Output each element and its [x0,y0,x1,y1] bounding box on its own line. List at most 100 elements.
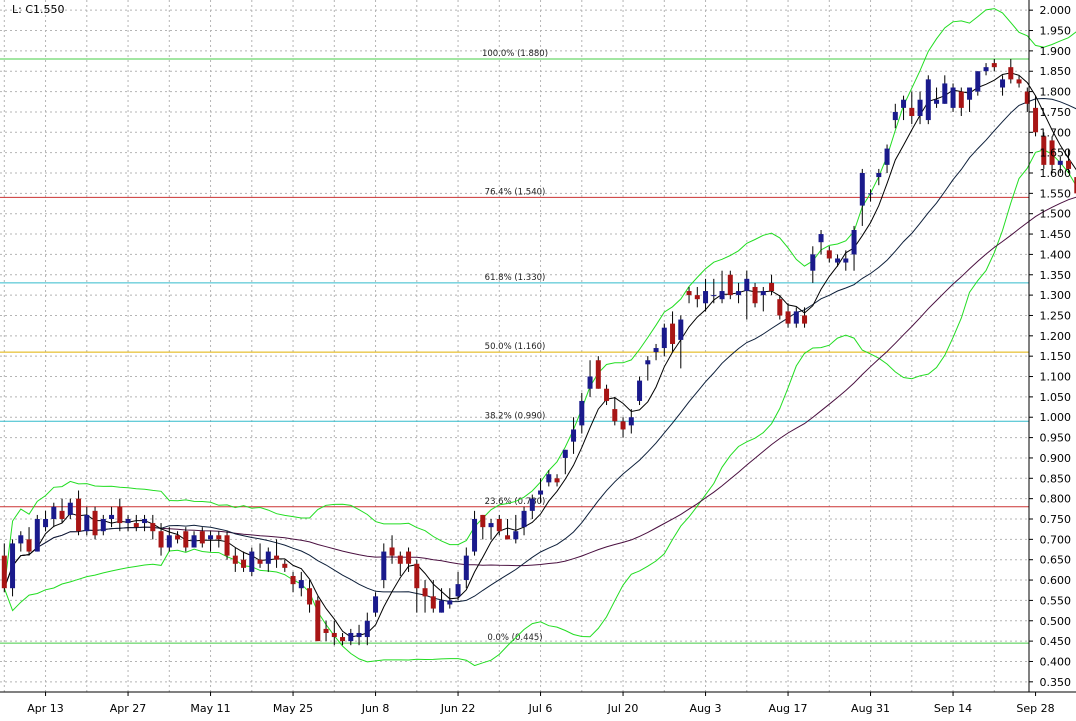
x-tick-label: Jun 8 [361,702,390,715]
candle-body [274,555,280,560]
candle-body [472,519,478,552]
candlesticks [1,59,1076,646]
candle-body [991,63,997,68]
y-tick-label: 0.950 [1040,432,1072,445]
y-tick-label: 1.100 [1040,371,1072,384]
y-tick-label: 1.200 [1040,330,1072,343]
candle-body [901,99,907,108]
candle-body [224,535,230,556]
candle-body [703,291,709,304]
candle-body [364,620,370,638]
candle-body [496,519,502,532]
candle-body [653,348,659,353]
y-tick-label: 0.800 [1040,493,1072,506]
fib-level-label: 38.2% (0.990) [485,411,546,421]
y-tick-label: 1.050 [1040,391,1072,404]
x-axis-ticks: Apr 13 Apr 27 May 11 May 25 Jun 8 Jun 22 Jul 6… [27,692,1055,715]
candle-body [34,519,40,552]
candle-body [199,531,205,544]
candle-body [208,535,214,540]
candle-body [389,547,395,556]
x-tick-label: Jul 20 [607,702,639,715]
candle-body [373,596,379,613]
candle-body [711,295,717,297]
candle-body [67,502,73,515]
candle-body [604,388,610,401]
candle-body [950,87,956,108]
candle-body [298,580,304,589]
candle-body [925,79,931,121]
candle-body [1041,136,1047,165]
candle-body [414,563,420,589]
candle-body [513,531,519,540]
candle-body [488,523,494,528]
candle-body [546,474,552,483]
y-tick-label: 1.950 [1040,25,1072,38]
candle-body [26,539,32,552]
x-tick-label: May 25 [273,702,313,715]
candle-body [125,519,131,524]
candle-body [406,551,412,564]
candle-body [323,628,329,633]
moving-average-medium [3,97,1076,603]
y-tick-label: 0.750 [1040,513,1072,526]
candle-body [793,311,799,324]
y-tick-label: 1.000 [1040,411,1072,424]
grid-lines [0,0,1029,692]
candle-body [142,519,148,524]
fib-level-label: 50.0% (1.160) [485,342,546,352]
candle-body [843,258,849,263]
candle-body [51,506,57,519]
x-tick-label: Apr 27 [110,702,147,715]
y-tick-label: 0.350 [1040,676,1072,689]
fibonacci-levels: 100.0% (1.880) 76.4% (1.540) 61.8% (1.330)… [0,49,1029,644]
candle-body [18,535,24,544]
y-tick-label: 2.000 [1040,4,1072,17]
candle-body [760,291,766,296]
bollinger-lower-band [3,149,1076,667]
candle-body [282,563,288,568]
candle-body [315,600,321,642]
candle-body [727,274,733,296]
candle-body [884,148,890,165]
candle-body [810,254,816,271]
y-tick-label: 0.850 [1040,472,1072,485]
candle-body [736,291,742,296]
y-tick-label: 1.300 [1040,289,1072,302]
candle-body [686,291,692,296]
candle-body [678,319,684,340]
indicator-lines [3,8,1076,667]
candle-body [554,478,560,483]
y-tick-label: 1.450 [1040,228,1072,241]
candle-body [257,559,263,564]
y-tick-label: 0.700 [1040,533,1072,546]
candle-body [1016,79,1022,84]
y-tick-label: 1.700 [1040,126,1072,139]
candle-body [868,193,874,195]
y-tick-label: 1.650 [1040,147,1072,160]
candle-body [10,543,16,589]
candle-body [529,498,535,511]
x-tick-label: Aug 3 [690,702,722,715]
candle-body [216,535,222,540]
candle-body [595,360,601,389]
candle-body [521,510,527,528]
fib-level-label: 76.4% (1.540) [485,187,546,197]
y-tick-label: 1.400 [1040,248,1072,261]
candle-body [1024,91,1030,104]
y-tick-label: 0.900 [1040,452,1072,465]
x-tick-label: Jul 6 [528,702,553,715]
candle-body [265,551,271,564]
candle-body [694,295,700,300]
y-tick-label: 1.900 [1040,45,1072,58]
candle-body [1033,107,1039,133]
candle-body [439,600,445,613]
x-tick-label: May 11 [190,702,230,715]
candle-body [92,510,98,536]
candle-body [422,588,428,597]
candle-body [1049,140,1055,165]
candle-body [1000,79,1006,88]
y-tick-label: 0.400 [1040,655,1072,668]
candle-body [752,286,758,304]
